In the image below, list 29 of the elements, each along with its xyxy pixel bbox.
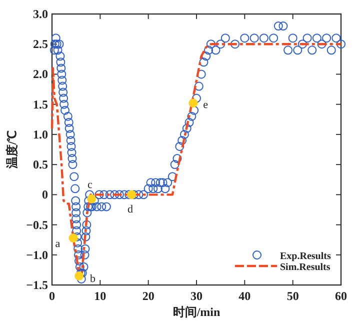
x-tick-label: 60 <box>335 289 347 303</box>
y-tick-label: −0.5 <box>26 218 48 232</box>
point <box>188 98 198 108</box>
legend-label: Exp.Results <box>280 251 331 262</box>
point <box>68 234 78 243</box>
annotation: e <box>203 99 208 112</box>
x-tick-label: 10 <box>94 289 106 303</box>
annotation: d <box>127 204 134 216</box>
y-tick-label: 3.0 <box>33 7 48 21</box>
y-tick-label: −1.0 <box>26 248 48 262</box>
annotation: a <box>55 238 60 250</box>
y-tick-label: 1.0 <box>33 127 48 142</box>
point <box>74 271 84 280</box>
annotation: c <box>87 178 92 191</box>
y-tick-label: 2.5 <box>33 37 48 52</box>
x-tick-label: 20 <box>142 289 154 303</box>
x-tick-label: 30 <box>190 289 202 303</box>
x-axis-title: 时间/min <box>172 305 220 319</box>
y-axis-title: 温度/℃ <box>5 130 19 170</box>
x-tick-label: 40 <box>238 289 251 303</box>
y-tick-label: 2.0 <box>33 67 48 82</box>
x-tick-label: 50 <box>286 289 299 303</box>
y-tick-label: 1.5 <box>33 97 48 112</box>
legend-label: Sim.Results <box>280 262 330 273</box>
annotation: b <box>90 272 96 285</box>
y-tick-label: −1.5 <box>26 278 48 292</box>
point <box>86 194 96 204</box>
y-tick-label: 0.5 <box>33 158 48 172</box>
y-tick-label: 0 <box>42 188 48 202</box>
